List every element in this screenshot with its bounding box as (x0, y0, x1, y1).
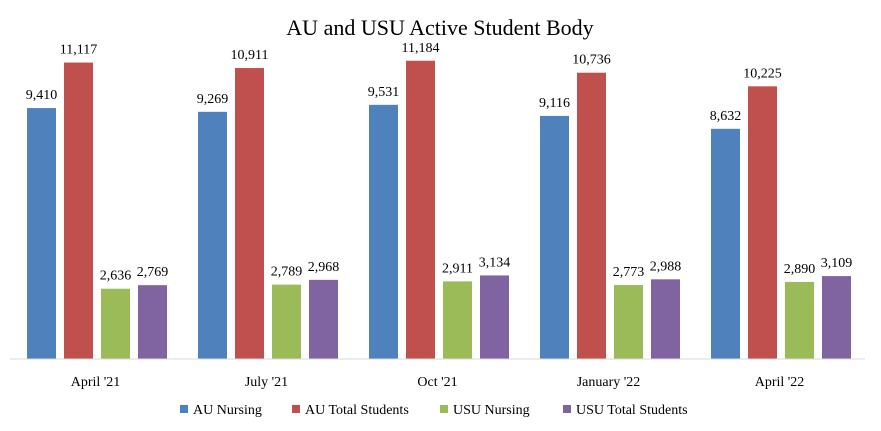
data-label-au-nursing-january-22: 9,116 (539, 96, 570, 111)
bars-layer (27, 60, 851, 360)
data-label-au-total-students-april-22: 10,225 (743, 66, 782, 81)
bar-au-nursing-oct-21 (369, 104, 398, 359)
bar-usu-nursing-oct-21 (443, 281, 472, 359)
data-label-au-nursing-oct-21: 9,531 (368, 85, 400, 100)
bar-usu-total-students-april-21 (138, 285, 167, 359)
bar-au-nursing-july-21 (198, 111, 227, 360)
bar-au-total-students-january-22 (577, 72, 606, 359)
bar-au-total-students-july-21 (235, 68, 264, 359)
bar-usu-nursing-april-22 (785, 281, 814, 359)
value-labels-layer: 9,410 11,117 2,636 2,769 9,269 10,911 2,789 2,9… (26, 41, 853, 284)
bar-usu-total-students-january-22 (651, 279, 680, 359)
legend-label-au-total-students: AU Total Students (305, 403, 409, 418)
data-label-usu-total-students-april-21: 2,769 (137, 265, 169, 280)
bar-au-total-students-april-22 (748, 86, 777, 359)
data-label-usu-total-students-july-21: 2,968 (308, 260, 340, 275)
bar-usu-nursing-april-21 (101, 288, 130, 359)
data-label-usu-nursing-april-21: 2,636 (100, 269, 132, 284)
x-tick-label-july-21: July '21 (245, 375, 288, 390)
legend-swatch-au-nursing (180, 405, 188, 413)
bar-au-total-students-oct-21 (406, 60, 435, 359)
bar-au-total-students-april-21 (64, 62, 93, 360)
bar-usu-nursing-july-21 (272, 284, 301, 359)
bar-usu-total-students-july-21 (309, 279, 338, 359)
legend-label-usu-total-students: USU Total Students (576, 403, 688, 418)
legend-swatch-usu-nursing (440, 405, 448, 413)
data-label-usu-nursing-july-21: 2,789 (271, 265, 303, 280)
bar-usu-total-students-april-22 (822, 276, 851, 359)
data-label-usu-total-students-april-22: 3,109 (821, 256, 853, 271)
data-label-au-total-students-april-21: 11,117 (60, 43, 97, 58)
bar-au-nursing-january-22 (540, 115, 569, 359)
bar-usu-nursing-january-22 (614, 285, 643, 359)
legend-label-usu-nursing: USU Nursing (453, 403, 530, 418)
data-label-au-total-students-july-21: 10,911 (231, 48, 269, 63)
bar-au-nursing-april-22 (711, 128, 740, 359)
data-label-usu-total-students-oct-21: 3,134 (479, 255, 511, 270)
x-tick-label-oct-21: Oct '21 (417, 375, 457, 390)
x-tick-label-april-22: April '22 (755, 375, 805, 390)
legend: AU Nursing AU Total Students USU Nursing US… (180, 403, 688, 418)
x-tick-label-april-21: April '21 (71, 375, 121, 390)
data-label-usu-nursing-oct-21: 2,911 (442, 261, 473, 276)
data-label-au-total-students-oct-21: 11,184 (402, 41, 440, 56)
data-label-au-nursing-july-21: 9,269 (197, 92, 229, 107)
bar-usu-total-students-oct-21 (480, 275, 509, 359)
data-label-usu-nursing-april-22: 2,890 (784, 262, 816, 277)
x-tick-label-january-22: January '22 (577, 375, 641, 390)
legend-swatch-usu-total-students (563, 405, 571, 413)
data-label-au-total-students-january-22: 10,736 (572, 53, 611, 68)
data-label-usu-total-students-january-22: 2,988 (650, 259, 682, 274)
legend-swatch-au-total-students (292, 405, 300, 413)
data-label-au-nursing-april-22: 8,632 (710, 109, 742, 124)
chart-title: AU and USU Active Student Body (286, 15, 593, 40)
x-axis-tick-labels: April '21 July '21 Oct '21 January '22 April… (71, 375, 805, 390)
bar-au-nursing-april-21 (27, 108, 56, 359)
legend-label-au-nursing: AU Nursing (193, 403, 262, 418)
data-label-au-nursing-april-21: 9,410 (26, 88, 58, 103)
data-label-usu-nursing-january-22: 2,773 (613, 265, 645, 280)
